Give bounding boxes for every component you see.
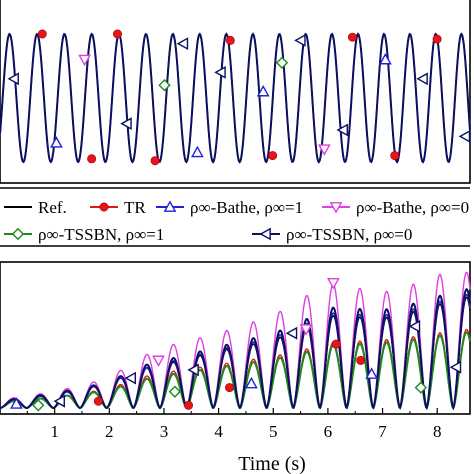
bottom-marker-tr-3 (331, 339, 341, 349)
top-marker-tr-8 (432, 34, 442, 44)
legend-label-ref: Ref. (38, 198, 67, 217)
bottom-marker-tssbn_1-8 (168, 385, 182, 398)
bottom-marker-tr-4 (356, 355, 366, 365)
top-marker-bathe_0-22 (317, 144, 331, 156)
bottom-marker-tssbn_1-9 (32, 399, 45, 412)
bottom-marker-bathe_1-17 (245, 376, 258, 389)
top-marker-tr-4 (225, 35, 235, 45)
x-tick-label-6: 6 (324, 422, 333, 441)
legend-marker-tssbn_1 (11, 227, 25, 241)
top-marker-tr-1 (113, 29, 123, 39)
bottom-panel: 1 2 3 4 5 6 7 8 Time (s) (0, 261, 471, 474)
legend-marker-tr (99, 202, 109, 212)
top-marker-tr-5 (268, 151, 278, 161)
bottom-marker-tssbn_0-15 (449, 360, 462, 374)
top-marker-tssbn_1-24 (158, 79, 171, 92)
legend-label-tssbn_1: ρ∞-TSSBN, ρ∞=1 (38, 225, 164, 244)
bottom-marker-bathe_1-19 (365, 367, 379, 379)
bottom-marker-tssbn_0-11 (124, 371, 137, 385)
legend-entries: Ref. TR ρ∞-Bathe, ρ∞=1 ρ∞-Bathe, ρ∞=0 ρ∞-TSS… (4, 198, 469, 244)
x-tick-label-8: 8 (433, 422, 442, 441)
top-marker-tr-7 (390, 151, 400, 161)
bottom-marker-bathe_0-7 (299, 324, 313, 336)
top-marker-bathe_1-20 (379, 52, 392, 65)
legend-box (0, 188, 470, 246)
top-marker-bathe_0-21 (78, 54, 91, 67)
legend-marker-bathe_1 (163, 200, 177, 212)
bottom-marker-tr-0 (93, 396, 103, 406)
top-plot-frame (0, 0, 471, 184)
x-axis-label: Time (s) (238, 453, 306, 474)
x-tick-label-1: 1 (50, 422, 59, 441)
top-marker-bathe_1-18 (191, 145, 204, 158)
bottom-marker-tssbn_0-14 (408, 320, 421, 333)
top-marker-bathe_1-17 (50, 136, 63, 148)
x-tick-label-3: 3 (160, 422, 169, 441)
bottom-marker-tr-2 (225, 383, 235, 393)
x-tick-label-5: 5 (269, 422, 278, 441)
legend-marker-bathe_0 (329, 202, 343, 214)
bottom-series-line-tssbn_0 (0, 288, 471, 411)
bottom-marker-tssbn_0-12 (187, 363, 199, 377)
bottom-marker-tssbn_0-16 (53, 394, 65, 408)
top-marker-tssbn_0-11 (176, 37, 189, 50)
top-marker-tssbn_0-16 (458, 130, 471, 143)
x-tick-label-7: 7 (378, 422, 387, 441)
top-series-line-tssbn_0 (0, 32, 471, 164)
legend-label-tssbn_0: ρ∞-TSSBN, ρ∞=0 (286, 225, 412, 244)
bottom-marker-tssbn_1-10 (414, 381, 428, 394)
top-panel (0, 0, 471, 184)
x-tick-label-4: 4 (214, 422, 223, 441)
legend-label-bathe_0: ρ∞-Bathe, ρ∞=0 (356, 198, 469, 217)
bottom-marker-bathe_0-5 (152, 355, 165, 368)
top-marker-tssbn_0-12 (214, 66, 226, 79)
top-marker-tssbn_0-13 (294, 34, 306, 47)
x-tick-label-2: 2 (105, 422, 114, 441)
bottom-series-line-tssbn_1 (0, 331, 471, 410)
legend-label-tr: TR (124, 198, 146, 217)
top-marker-tssbn_0-10 (120, 117, 132, 130)
top-marker-tssbn_0-14 (336, 123, 348, 137)
top-marker-bathe_1-19 (256, 84, 270, 97)
top-marker-tr-6 (347, 32, 357, 42)
bottom-marker-tr-1 (184, 400, 194, 410)
legend-marker-tssbn_0 (259, 227, 271, 241)
bottom-marker-tssbn_0-13 (285, 326, 298, 340)
top-marker-tr-2 (87, 154, 97, 164)
top-series-group (0, 29, 471, 166)
legend-label-bathe_1: ρ∞-Bathe, ρ∞=1 (190, 198, 303, 217)
top-marker-tssbn_1-23 (275, 56, 289, 69)
top-marker-tssbn_0-9 (7, 72, 19, 86)
x-axis-ticks: 1 2 3 4 5 6 7 8 (26, 408, 442, 441)
legend: Ref. TR ρ∞-Bathe, ρ∞=1 ρ∞-Bathe, ρ∞=0 ρ∞-TSS… (0, 187, 470, 247)
top-marker-tr-0 (37, 29, 47, 39)
top-marker-tssbn_0-15 (416, 72, 428, 86)
bottom-marker-bathe_1-18 (10, 397, 23, 409)
bottom-marker-bathe_0-6 (326, 278, 340, 290)
top-marker-tr-3 (150, 156, 160, 166)
bottom-series-group (0, 271, 471, 412)
